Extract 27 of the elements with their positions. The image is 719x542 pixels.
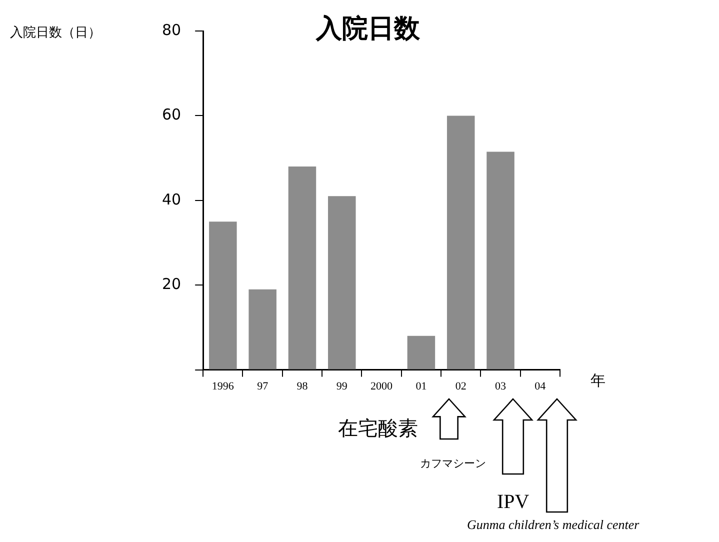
x-tick-label: 1996 xyxy=(212,380,234,392)
x-tick-label: 02 xyxy=(455,380,466,392)
y-tick-label: 20 xyxy=(162,274,182,293)
bar xyxy=(288,166,316,370)
y-axis-title: 入院日数（日） xyxy=(10,25,101,40)
y-tick-label: 80 xyxy=(162,20,182,39)
x-tick-label: 01 xyxy=(416,380,427,392)
text: 在宅酸素 xyxy=(338,416,418,440)
x-tick-label: 2000 xyxy=(370,380,394,392)
y-tick-label: 60 xyxy=(162,106,182,124)
bar xyxy=(486,152,514,370)
text: カフマシーン xyxy=(420,457,486,470)
x-axis-title: 年 xyxy=(590,372,606,390)
x-tick-label: 99 xyxy=(336,380,348,392)
x-tick-label: 97 xyxy=(257,380,269,392)
text: IPV xyxy=(497,491,530,513)
bar xyxy=(407,336,436,370)
chart-title: 入院日数 xyxy=(315,14,421,44)
bar xyxy=(209,222,237,370)
text: Gunma children’s medical center xyxy=(467,517,640,532)
y-tick-label: 40 xyxy=(162,190,182,208)
bar xyxy=(328,196,356,370)
bar xyxy=(248,289,276,370)
x-tick-label: 04 xyxy=(534,380,546,392)
bar xyxy=(446,116,475,370)
x-tick-label: 03 xyxy=(495,380,507,392)
x-tick-label: 98 xyxy=(296,380,308,392)
